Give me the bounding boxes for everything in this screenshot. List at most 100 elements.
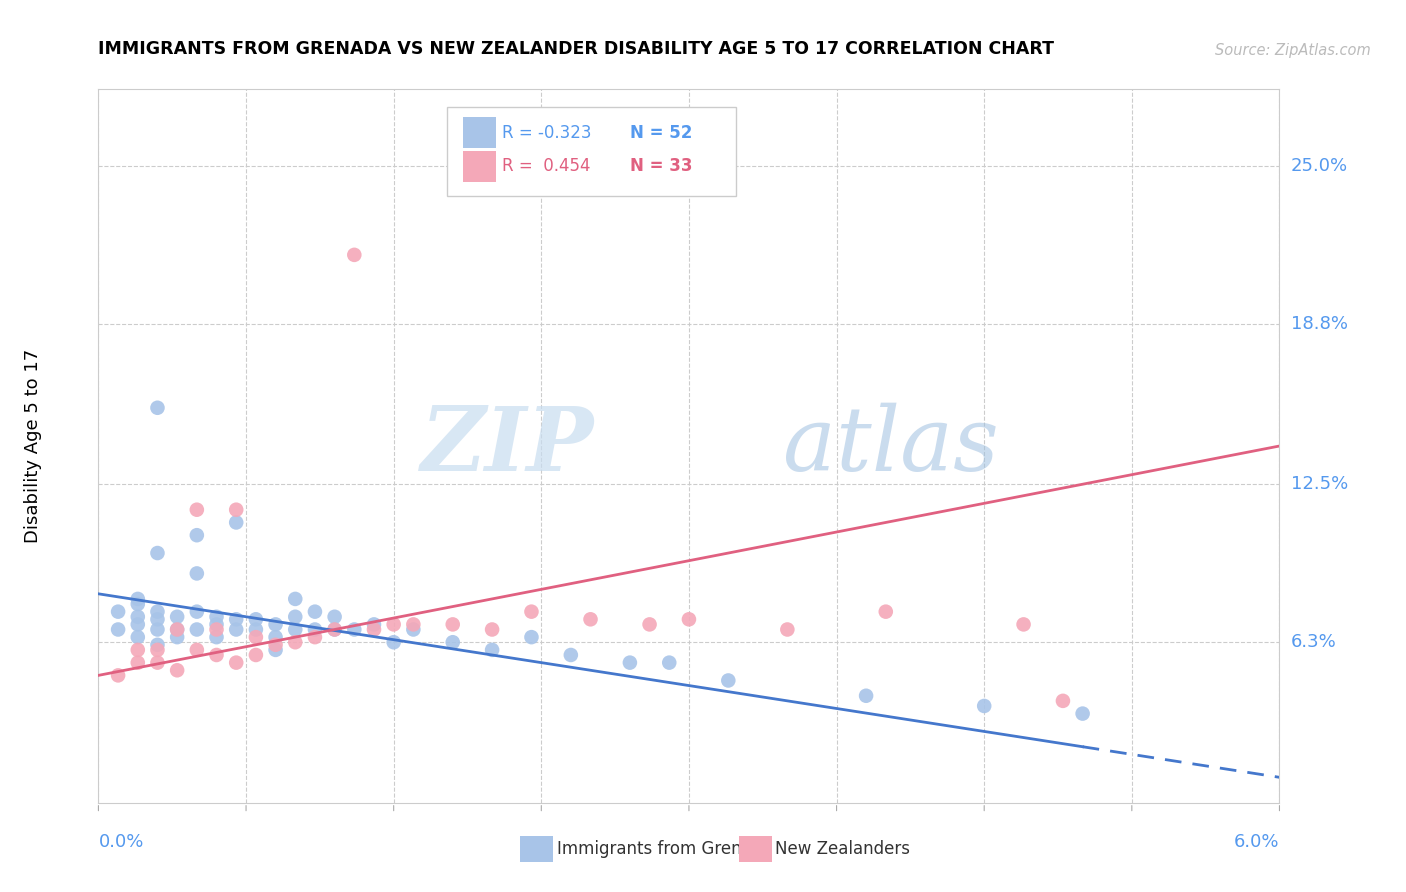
Point <box>186 643 208 657</box>
Point <box>127 643 149 657</box>
Point <box>245 623 267 637</box>
Point <box>107 668 129 682</box>
Point <box>363 623 385 637</box>
Point <box>205 617 228 632</box>
FancyBboxPatch shape <box>738 837 772 862</box>
Point <box>225 623 247 637</box>
Point <box>146 656 169 670</box>
Point <box>127 591 149 606</box>
Point <box>225 502 247 516</box>
Point <box>127 617 149 632</box>
FancyBboxPatch shape <box>464 151 496 182</box>
Point <box>146 643 169 657</box>
FancyBboxPatch shape <box>520 837 553 862</box>
Text: IMMIGRANTS FROM GRENADA VS NEW ZEALANDER DISABILITY AGE 5 TO 17 CORRELATION CHAR: IMMIGRANTS FROM GRENADA VS NEW ZEALANDER… <box>98 40 1054 58</box>
Text: Disability Age 5 to 17: Disability Age 5 to 17 <box>24 349 42 543</box>
Text: N = 33: N = 33 <box>630 157 692 175</box>
Text: 0.0%: 0.0% <box>98 833 143 851</box>
Point <box>481 623 503 637</box>
Point <box>284 609 307 624</box>
Point <box>638 617 661 632</box>
Point <box>146 638 169 652</box>
Point <box>284 635 307 649</box>
FancyBboxPatch shape <box>464 117 496 148</box>
Point <box>205 623 228 637</box>
Text: Source: ZipAtlas.com: Source: ZipAtlas.com <box>1215 43 1371 58</box>
Text: ZIP: ZIP <box>420 403 595 489</box>
Point <box>127 630 149 644</box>
Point <box>382 635 405 649</box>
Point <box>146 623 169 637</box>
Point <box>166 623 188 637</box>
Point <box>245 648 267 662</box>
Point <box>363 617 385 632</box>
Point <box>855 689 877 703</box>
Text: N = 52: N = 52 <box>630 124 692 142</box>
Point <box>323 609 346 624</box>
Point <box>146 401 169 415</box>
Text: 18.8%: 18.8% <box>1291 315 1347 333</box>
Point <box>166 623 188 637</box>
Point <box>973 698 995 713</box>
Point <box>323 623 346 637</box>
Point <box>520 605 543 619</box>
Point <box>166 663 188 677</box>
Point <box>323 623 346 637</box>
Point <box>717 673 740 688</box>
Point <box>304 623 326 637</box>
Point <box>166 609 188 624</box>
Point <box>382 617 405 632</box>
Point <box>1071 706 1094 721</box>
Point <box>186 605 208 619</box>
Point <box>619 656 641 670</box>
Point <box>402 617 425 632</box>
Point <box>579 612 602 626</box>
Point <box>776 623 799 637</box>
Point <box>343 248 366 262</box>
Point <box>264 617 287 632</box>
Text: 6.0%: 6.0% <box>1234 833 1279 851</box>
Point <box>520 630 543 644</box>
Point <box>186 623 208 637</box>
Point <box>678 612 700 626</box>
Point <box>107 605 129 619</box>
Point <box>1012 617 1035 632</box>
Text: R = -0.323: R = -0.323 <box>502 124 592 142</box>
Point <box>127 656 149 670</box>
Point <box>284 623 307 637</box>
Point <box>264 638 287 652</box>
Text: 6.3%: 6.3% <box>1291 633 1336 651</box>
Point <box>304 630 326 644</box>
Point <box>343 623 366 637</box>
Point <box>225 612 247 626</box>
Text: 25.0%: 25.0% <box>1291 157 1348 175</box>
Point <box>264 643 287 657</box>
Point <box>205 630 228 644</box>
Point <box>481 643 503 657</box>
Point <box>284 591 307 606</box>
Point <box>205 609 228 624</box>
Point <box>107 623 129 637</box>
Point <box>225 656 247 670</box>
Text: New Zealanders: New Zealanders <box>775 840 910 858</box>
Point <box>658 656 681 670</box>
Point <box>127 609 149 624</box>
Text: atlas: atlas <box>783 402 1000 490</box>
Point <box>560 648 582 662</box>
Text: R =  0.454: R = 0.454 <box>502 157 591 175</box>
Point <box>441 635 464 649</box>
Point <box>304 605 326 619</box>
Point <box>225 516 247 530</box>
Point <box>146 605 169 619</box>
Text: 12.5%: 12.5% <box>1291 475 1348 493</box>
FancyBboxPatch shape <box>447 107 737 196</box>
Point <box>205 648 228 662</box>
Point <box>402 623 425 637</box>
Point <box>1052 694 1074 708</box>
Point <box>441 617 464 632</box>
Point <box>245 630 267 644</box>
Point <box>875 605 897 619</box>
Point <box>186 502 208 516</box>
Point <box>245 612 267 626</box>
Point <box>146 612 169 626</box>
